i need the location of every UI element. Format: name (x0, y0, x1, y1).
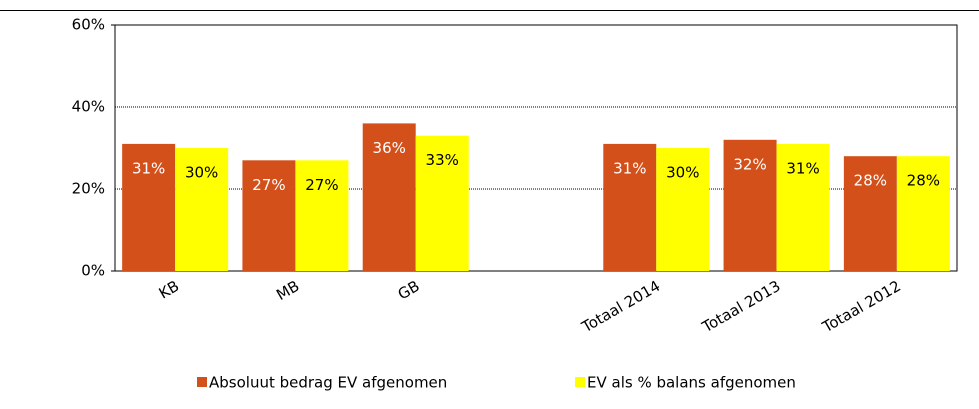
legend-swatch (197, 377, 207, 387)
data-label: 33% (426, 151, 459, 169)
data-label: 28% (854, 172, 887, 190)
bar (175, 148, 229, 271)
legend-label: EV als % balans afgenomen (587, 374, 796, 392)
data-label: 27% (305, 176, 338, 194)
data-label: 31% (786, 159, 819, 177)
bar (295, 160, 349, 271)
data-label: 30% (185, 164, 218, 182)
legend-swatch (575, 377, 585, 387)
bar (723, 139, 777, 271)
y-tick-label: 20% (72, 180, 105, 198)
legend-label: Absoluut bedrag EV afgenomen (209, 374, 447, 392)
plot-border (114, 24, 958, 272)
x-tick-label: GB (395, 277, 423, 304)
bar (415, 135, 469, 271)
y-tick-label: 40% (72, 98, 105, 116)
x-tick-label: Totaal 2012 (818, 277, 903, 337)
x-tick-label: KB (156, 277, 182, 303)
y-tick-label: 0% (81, 262, 105, 280)
data-label: 28% (907, 172, 940, 190)
data-label: 27% (252, 176, 285, 194)
bar (656, 148, 710, 271)
bar (776, 143, 830, 271)
bar (362, 123, 416, 272)
bar (122, 143, 176, 271)
bar (843, 156, 897, 271)
data-label: 32% (733, 155, 766, 173)
data-label: 31% (613, 159, 646, 177)
bar (896, 156, 950, 271)
y-tick-label: 60% (72, 16, 105, 34)
bar (603, 143, 657, 271)
data-label: 36% (373, 139, 406, 157)
data-label: 31% (132, 159, 165, 177)
data-label: 30% (666, 164, 699, 182)
bar (242, 160, 296, 271)
x-tick-label: Totaal 2013 (698, 277, 783, 337)
x-tick-label: Totaal 2014 (578, 277, 663, 337)
x-tick-label: MB (273, 277, 302, 304)
